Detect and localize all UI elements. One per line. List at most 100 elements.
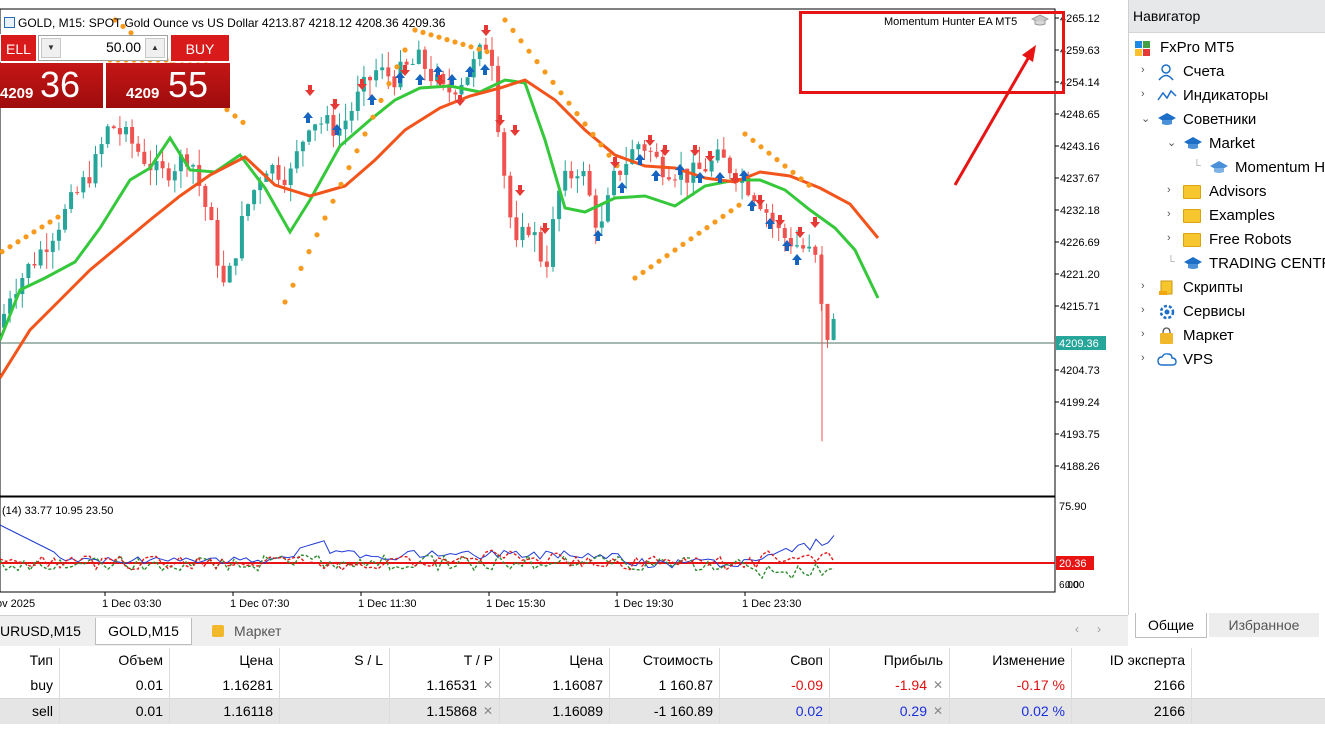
parabolic-sar-dot (378, 97, 384, 103)
parabolic-sar-dot (354, 148, 360, 154)
lot-size-value[interactable]: 50.00 (105, 39, 141, 55)
chevron-right-icon[interactable]: › (1167, 232, 1171, 244)
fast-moving-average-line (0, 78, 880, 341)
buy-price-button[interactable]: 4209 55 (106, 63, 230, 108)
buy-signal-arrow (367, 94, 377, 105)
chevron-right-icon[interactable]: › (1167, 184, 1171, 196)
candle-body (300, 141, 305, 152)
parabolic-sar-dot (282, 299, 288, 305)
candle-body (337, 129, 342, 136)
parabolic-sar-dot (468, 44, 474, 50)
candle-body (105, 126, 110, 145)
chart-symbol-icon (4, 17, 15, 28)
table-header-cell[interactable]: Цена (500, 648, 610, 673)
parabolic-sar-dot (15, 239, 21, 245)
cell-value: Стоимость (642, 652, 713, 668)
close-icon[interactable]: ✕ (932, 704, 943, 718)
chevron-right-icon[interactable]: › (1141, 64, 1145, 76)
candle-body (20, 278, 25, 295)
sell-signal-arrow (660, 145, 670, 156)
parabolic-sar-dot (484, 49, 490, 55)
sell-button[interactable]: ELL (0, 34, 37, 62)
navigator-tabs: Общие Избранное (1129, 613, 1325, 639)
candle-body (587, 170, 592, 196)
candle-body (56, 229, 61, 241)
close-icon[interactable]: ✕ (482, 678, 493, 692)
candle-body (416, 49, 421, 64)
tab-general[interactable]: Общие (1135, 613, 1207, 638)
parabolic-sar-dot (240, 119, 246, 125)
tab-chart-eurusd[interactable]: URUSD,M15 (0, 623, 81, 639)
table-header-cell[interactable]: T / P (390, 648, 500, 673)
table-header-cell[interactable]: Своп (720, 648, 830, 673)
sell-signal-arrow (540, 223, 550, 234)
chevron-right-icon[interactable]: › (1141, 352, 1145, 364)
nav-label-market-folder: Market (1209, 135, 1255, 152)
cell-value: S / L (354, 652, 383, 668)
table-header-cell[interactable]: Тип (0, 648, 60, 673)
indicators-icon (1157, 89, 1177, 101)
table-header-cell[interactable]: Изменение (950, 648, 1072, 673)
table-header-cell[interactable]: Цена (170, 648, 280, 673)
cell-value: 0.01 (135, 677, 163, 693)
table-header-cell[interactable]: Прибыль (830, 648, 950, 673)
nav-label-experts: Советники (1183, 111, 1257, 128)
parabolic-sar-dot (542, 69, 548, 75)
parabolic-sar-dot (574, 111, 580, 117)
sell-signal-arrow (705, 151, 715, 162)
candle-body (166, 168, 171, 181)
table-row[interactable]: buy 0.01 1.16281 1.16531 ✕ 1.16087 1 160.87 -0.… (0, 673, 1325, 698)
candle-body (532, 232, 537, 236)
tab-market-label: Маркет (234, 623, 282, 639)
parabolic-sar-dot (790, 169, 796, 175)
sell-price-button[interactable]: 4209 36 (0, 63, 103, 108)
candle-body (764, 209, 769, 213)
close-icon[interactable]: ✕ (932, 678, 943, 692)
candle-body (69, 192, 74, 209)
candle-body (630, 149, 635, 164)
tab-scroll-arrows[interactable]: ‹› (1075, 622, 1119, 636)
chevron-right-icon[interactable]: › (1141, 88, 1145, 100)
nav-label-momentum-hunter: Momentum Hunter EA MT5 (1235, 159, 1325, 176)
buy-button[interactable]: BUY (170, 34, 230, 62)
chevron-right-icon[interactable]: › (1141, 304, 1145, 316)
lot-increase-button[interactable]: ▲ (145, 38, 165, 58)
candle-body (87, 177, 92, 184)
buy-signal-arrow (395, 72, 405, 83)
table-row[interactable]: sell 0.01 1.16118 1.15868 ✕ 1.16089 -1 160.89 0… (0, 698, 1325, 724)
graduation-cap-icon[interactable] (1031, 13, 1049, 27)
lot-size-field[interactable]: ▼ 50.00 ▲ (38, 35, 168, 61)
close-icon[interactable]: ✕ (482, 704, 493, 718)
table-header-cell[interactable]: ID эксперта (1072, 648, 1192, 673)
candle-body (111, 126, 116, 129)
table-header-cell[interactable]: Объем (60, 648, 170, 673)
candle-body (130, 126, 135, 144)
cell-value: -0.09 (791, 677, 823, 693)
sell-signal-arrow (515, 185, 525, 196)
table-header-cell[interactable]: Стоимость (610, 648, 720, 673)
chart-area[interactable]: 4265.12 4259.63 4254.14 4248.65 4243.16 4237.… (0, 0, 1128, 615)
lot-decrease-button[interactable]: ▼ (41, 38, 61, 58)
candle-body (233, 258, 238, 266)
chevron-down-icon[interactable]: ⌄ (1167, 137, 1177, 149)
shopping-bag-icon (212, 625, 224, 637)
parabolic-sar-dot (0, 249, 5, 255)
tab-favorites[interactable]: Избранное (1209, 613, 1319, 637)
nav-label-accounts: Счета (1183, 63, 1225, 80)
chevron-down-icon[interactable]: ⌄ (1141, 113, 1151, 125)
cell-value: 1.16281 (222, 677, 273, 693)
chevron-right-icon[interactable]: › (1167, 208, 1171, 220)
tab-chart-gold[interactable]: GOLD,M15 (95, 618, 192, 645)
candle-body (697, 162, 702, 169)
candle-body (307, 130, 311, 142)
table-header-cell[interactable]: S / L (280, 648, 390, 673)
candle-body (142, 151, 147, 164)
scripts-icon (1159, 280, 1173, 295)
cell-value: Цена (239, 652, 273, 668)
parabolic-sar-dot (436, 34, 442, 40)
chevron-right-icon[interactable]: › (1141, 280, 1145, 292)
one-click-trading-panel: ELL ▼ 50.00 ▲ BUY 4209 36 4209 55 (0, 34, 230, 108)
price-axis-label: 4193.75 (1060, 429, 1100, 441)
tab-market[interactable]: Маркет (212, 618, 332, 644)
chevron-right-icon[interactable]: › (1141, 328, 1145, 340)
